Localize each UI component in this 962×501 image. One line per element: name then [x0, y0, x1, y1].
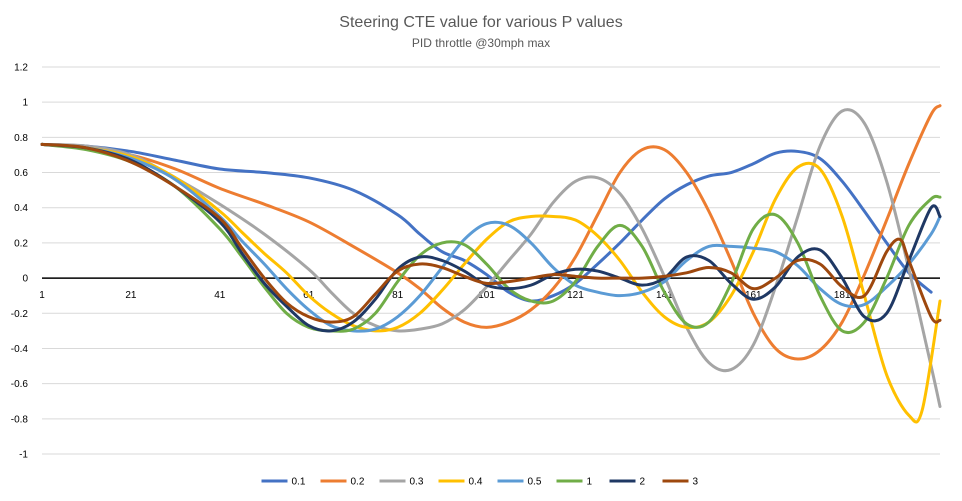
legend-label: 2 — [640, 477, 646, 488]
y-tick-label: -0.4 — [11, 344, 29, 355]
legend-item: 0.2 — [320, 477, 365, 488]
series-line-8 — [40, 142, 942, 324]
x-tick-label: 1 — [39, 290, 45, 301]
legend-item: 0.4 — [438, 477, 483, 488]
series-line-5 — [40, 142, 942, 333]
legend-item: 0.5 — [497, 477, 542, 488]
gridlines — [42, 66, 940, 455]
legend-item: 0.1 — [261, 477, 306, 488]
series-line-3 — [40, 108, 942, 408]
chart-subtitle: PID throttle @30mph max — [412, 36, 550, 50]
legend-label: 0.3 — [410, 477, 424, 488]
x-tick-label: 41 — [214, 290, 226, 301]
legend-label: 0.5 — [528, 477, 542, 488]
y-tick-label: 0.8 — [14, 133, 28, 144]
x-tick-label: 81 — [392, 290, 404, 301]
y-tick-label: 0 — [22, 274, 28, 285]
x-axis-ticks: 1 21 41 61 81 101 121 141 161 181 — [39, 290, 851, 301]
series-line-7 — [40, 142, 942, 333]
legend-label: 0.2 — [351, 477, 365, 488]
y-tick-label: -0.8 — [11, 414, 29, 425]
legend-label: 0.4 — [469, 477, 483, 488]
x-tick-label: 121 — [567, 290, 584, 301]
legend-label: 0.1 — [292, 477, 306, 488]
y-tick-label: 1.2 — [14, 63, 28, 74]
y-tick-label: -0.2 — [11, 309, 29, 320]
legend-label: 3 — [693, 477, 699, 488]
legend: 0.1 0.2 0.3 0.4 0.5 1 2 3 — [261, 477, 699, 488]
y-tick-label: 0.6 — [14, 168, 28, 179]
legend-item: 2 — [609, 477, 646, 488]
x-tick-label: 101 — [478, 290, 495, 301]
series-lines — [40, 104, 942, 424]
y-tick-label: 0.2 — [14, 238, 28, 249]
y-tick-label: 0.4 — [14, 203, 28, 214]
x-tick-label: 21 — [125, 290, 137, 301]
legend-item: 0.3 — [379, 477, 424, 488]
y-tick-label: -0.6 — [11, 379, 29, 390]
y-axis-ticks: 1.2 1 0.8 0.6 0.4 0.2 0 -0.2 -0.4 -0.6 -0.8 -1 — [11, 63, 29, 461]
x-tick-label: 161 — [745, 290, 762, 301]
x-tick-label: 141 — [656, 290, 673, 301]
series-line-4 — [40, 142, 942, 424]
y-tick-label: -1 — [19, 450, 28, 461]
series-line-2 — [40, 104, 942, 361]
chart-title: Steering CTE value for various P values — [339, 14, 622, 31]
legend-item: 1 — [556, 477, 593, 488]
legend-item: 3 — [662, 477, 699, 488]
series-line-6 — [40, 142, 942, 335]
x-tick-label: 181 — [834, 290, 851, 301]
legend-label: 1 — [587, 477, 593, 488]
y-tick-label: 1 — [22, 98, 28, 109]
